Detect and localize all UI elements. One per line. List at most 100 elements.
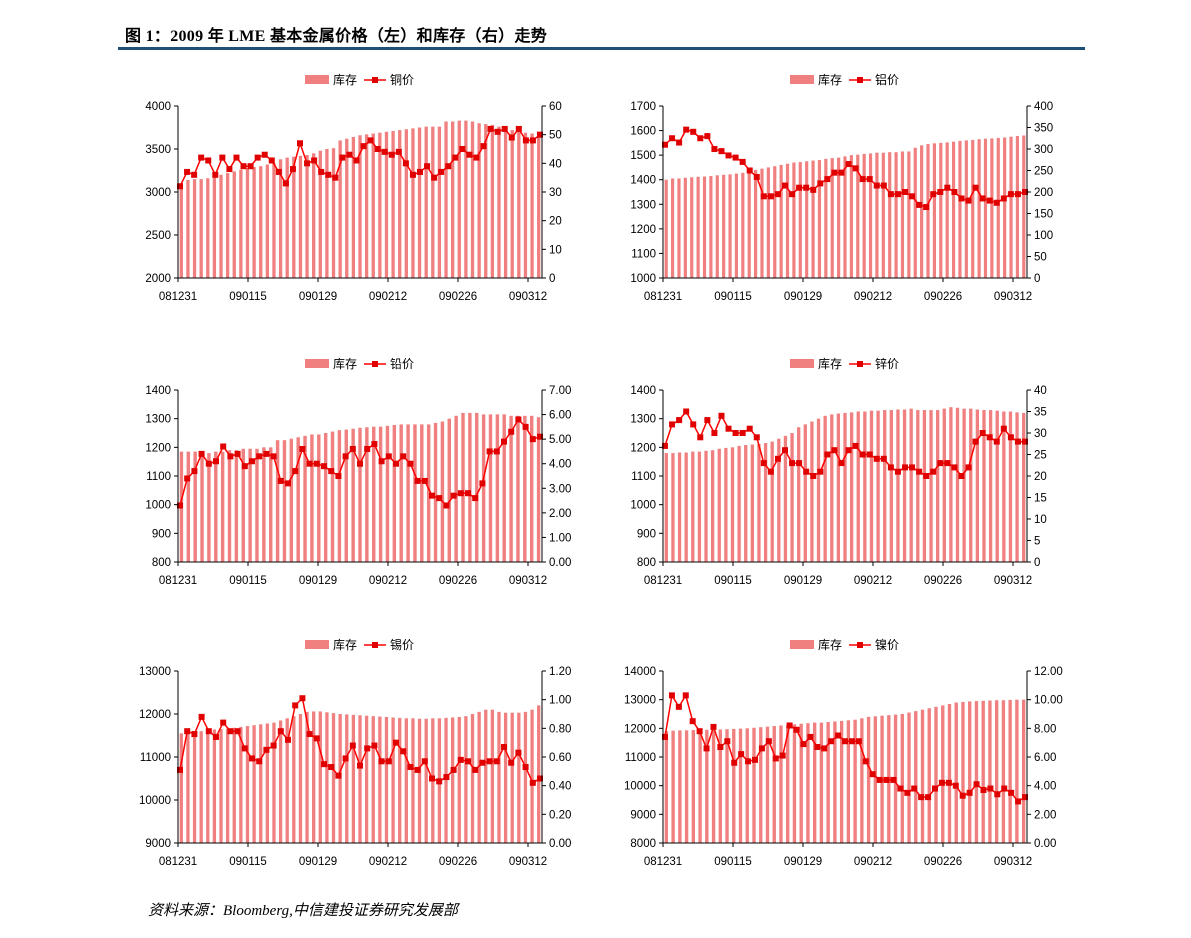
price-marker [346, 151, 353, 158]
inventory-bar [988, 410, 993, 562]
price-marker [758, 745, 765, 752]
inventory-bar [225, 173, 230, 278]
price-marker [212, 171, 219, 178]
price-marker [911, 785, 918, 792]
left-tick-label: 12000 [139, 709, 171, 721]
price-marker [270, 742, 277, 749]
inventory-bar [994, 700, 999, 843]
price-marker [515, 416, 522, 423]
right-tick-label: 10 [549, 244, 562, 256]
price-marker [738, 751, 745, 758]
price-marker [285, 480, 291, 487]
price-marker [689, 718, 696, 725]
left-tick-label: 1200 [630, 224, 656, 236]
legend-label-inventory: 库存 [333, 72, 357, 87]
inventory-bar [836, 413, 841, 562]
left-tick-label: 12000 [624, 723, 656, 735]
price-marker [205, 728, 212, 735]
x-tick-label: 090312 [994, 575, 1032, 587]
price-marker [662, 733, 668, 740]
inventory-bar [792, 724, 797, 843]
price-marker [508, 134, 515, 141]
price-marker [887, 191, 894, 198]
inventory-bar [929, 410, 933, 562]
price-marker [786, 722, 793, 729]
inventory-bar [949, 407, 953, 562]
inventory-bar [523, 415, 527, 562]
price-marker [993, 438, 1000, 445]
price-marker [537, 775, 543, 782]
price-marker [1015, 798, 1022, 805]
inventory-bar [909, 408, 913, 562]
inventory-bar [312, 711, 316, 843]
price-marker [937, 189, 944, 195]
right-tick-label: 40 [549, 158, 562, 170]
left-tick-label: 1200 [630, 442, 656, 454]
right-tick-label: 250 [1034, 166, 1053, 178]
price-marker [930, 191, 937, 198]
inventory-bars [179, 120, 541, 278]
price-marker [669, 135, 676, 142]
price-marker [1007, 434, 1014, 441]
price-marker [313, 460, 320, 467]
inventory-bar [200, 453, 204, 562]
right-tick-label: 100 [1034, 230, 1053, 242]
inventory-bar [391, 717, 395, 843]
price-marker [845, 447, 852, 454]
inventory-bar [385, 425, 390, 562]
price-marker [429, 492, 435, 499]
inventory-bar [464, 716, 468, 843]
price-marker [916, 201, 923, 208]
price-marker [937, 460, 944, 467]
price-marker [779, 752, 786, 759]
price-marker [704, 133, 711, 140]
price-marker [859, 451, 866, 458]
inventory-bar [690, 177, 694, 278]
price-marker [873, 455, 880, 462]
price-marker [951, 464, 958, 471]
right-tick-label: 50 [549, 130, 562, 142]
inventory-bar [444, 121, 448, 278]
price-marker [966, 789, 973, 796]
inventory-bar [292, 156, 296, 278]
inventory-bar [399, 424, 403, 562]
chart-svg-tin: 库存 锡价 13000 12000 11000 10000 9000 1.20 1.00 0.80… [139, 637, 571, 868]
chart-svg-copper: 库存 铜价 4000 3500 3000 2500 2000 60 50 40 30 20 10 0 081… [145, 72, 562, 303]
inventory-bar [1015, 135, 1020, 278]
inventory-bar [728, 174, 732, 278]
inventory-bar [179, 733, 183, 843]
price-marker [515, 125, 522, 132]
price-marker [311, 157, 318, 164]
price-marker [227, 453, 234, 460]
left-tick-label: 1700 [630, 101, 656, 113]
price-marker [973, 781, 980, 788]
price-marker [725, 152, 732, 159]
left-tick-label: 13000 [624, 695, 656, 707]
right-tick-label: 2.00 [549, 508, 571, 520]
inventory-bar [691, 451, 695, 562]
inventory-bar [797, 427, 801, 562]
chart-panel-lead: 库存 铅价 1400 1300 1200 1100 1000 900 800 7.00 6.00 5.… [135, 352, 575, 602]
inventory-bar [750, 444, 754, 562]
price-marker [339, 154, 346, 161]
inventory-bar [232, 727, 236, 843]
legend-label-price: 铜价 [390, 72, 414, 87]
x-tick-label: 090115 [714, 575, 752, 587]
price-marker [254, 154, 261, 161]
x-tick-label: 090129 [784, 575, 822, 587]
price-marker [407, 460, 414, 467]
inventory-bar [671, 730, 675, 843]
inventory-bar [289, 438, 294, 562]
left-tick-label: 1100 [631, 248, 656, 260]
right-tick-label: 0.60 [549, 752, 571, 764]
inventory-bar [734, 173, 739, 278]
price-marker [945, 779, 952, 786]
price-marker [385, 758, 392, 765]
inventory-bar [916, 410, 920, 562]
price-markers [662, 126, 1028, 211]
inventory-bar [869, 410, 874, 562]
price-marker [1008, 789, 1015, 796]
price-markers [177, 416, 543, 509]
inventory-bar [378, 716, 382, 843]
price-marker [669, 421, 676, 428]
